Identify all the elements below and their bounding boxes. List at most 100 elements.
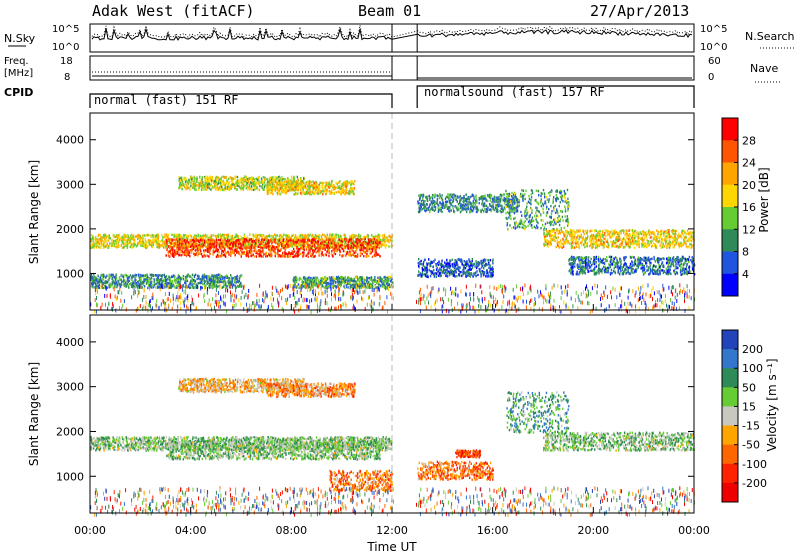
echo-cell bbox=[299, 240, 301, 243]
echo-cell bbox=[320, 191, 322, 194]
echo-cell bbox=[251, 254, 253, 258]
echo-cell bbox=[260, 246, 262, 249]
echo-cell bbox=[193, 278, 196, 282]
echo-cell bbox=[191, 186, 194, 189]
echo-cell bbox=[324, 248, 326, 251]
echo-cell bbox=[206, 238, 208, 241]
echo-cell bbox=[231, 181, 233, 184]
echo-cell bbox=[299, 238, 301, 241]
echo-cell bbox=[379, 245, 381, 248]
echo-cell bbox=[216, 183, 218, 186]
echo-cell bbox=[312, 252, 314, 255]
cpid-segment-2-label: normalsound (fast) 157 RF bbox=[424, 85, 605, 99]
echo-cell bbox=[280, 186, 283, 189]
echo-cell bbox=[197, 240, 200, 243]
echo-cell bbox=[226, 234, 229, 237]
echo-cell bbox=[281, 190, 283, 194]
echo-cell bbox=[275, 234, 277, 237]
echo-cell bbox=[349, 236, 351, 239]
echo-cell bbox=[230, 247, 233, 250]
echo-cell bbox=[150, 285, 152, 288]
echo-cell bbox=[214, 185, 216, 188]
echo-cell bbox=[206, 254, 208, 257]
echo-cell bbox=[182, 275, 185, 278]
echo-cell bbox=[275, 252, 277, 256]
echo-cell bbox=[264, 244, 266, 247]
echo-cell bbox=[338, 181, 340, 184]
echo-cell bbox=[360, 247, 363, 250]
echo-cell bbox=[228, 244, 230, 247]
echo-cell bbox=[223, 283, 225, 287]
echo-cell bbox=[264, 236, 266, 239]
echo-cell bbox=[271, 178, 273, 181]
echo-cell bbox=[348, 238, 350, 241]
echo-cell bbox=[303, 177, 305, 181]
echo-cell bbox=[301, 182, 303, 186]
echo-cell bbox=[120, 283, 122, 286]
echo-cell bbox=[286, 235, 289, 238]
echo-cell bbox=[355, 251, 357, 254]
echo-cell bbox=[299, 178, 302, 181]
echo-cell bbox=[202, 282, 204, 286]
echo-cell bbox=[104, 237, 106, 241]
echo-cell bbox=[284, 255, 286, 258]
echo-cell bbox=[368, 243, 371, 247]
echo-cell bbox=[243, 181, 245, 185]
echo-cell bbox=[222, 237, 224, 240]
echo-cell bbox=[289, 186, 291, 189]
echo-cell bbox=[345, 251, 348, 254]
echo-cell bbox=[183, 253, 185, 256]
echo-cell bbox=[354, 236, 356, 239]
echo-cell bbox=[213, 250, 216, 254]
echo-cell bbox=[326, 250, 328, 254]
echo-cell bbox=[271, 245, 274, 248]
echo-cell bbox=[350, 183, 352, 187]
echo-cell bbox=[233, 241, 236, 244]
echo-cell bbox=[192, 237, 195, 241]
echo-cell bbox=[282, 242, 284, 246]
echo-cell bbox=[222, 233, 224, 237]
echo-cell bbox=[350, 243, 352, 246]
echo-cell bbox=[318, 249, 320, 253]
echo-cell bbox=[274, 189, 276, 193]
echo-cell bbox=[211, 282, 214, 285]
echo-cell bbox=[311, 243, 313, 246]
echo-cell bbox=[197, 254, 199, 257]
echo-cell bbox=[93, 279, 95, 282]
echo-cell bbox=[307, 233, 309, 236]
echo-cell bbox=[226, 240, 228, 243]
echo-cell bbox=[311, 233, 314, 237]
echo-cell bbox=[326, 244, 328, 247]
echo-cell bbox=[122, 242, 124, 245]
echo-cell bbox=[257, 252, 259, 255]
echo-cell bbox=[271, 241, 273, 244]
echo-cell bbox=[289, 244, 291, 248]
echo-cell bbox=[237, 245, 239, 249]
echo-cell bbox=[265, 253, 268, 256]
echo-cell bbox=[272, 177, 274, 181]
echo-cell bbox=[342, 237, 344, 241]
echo-cell bbox=[259, 242, 262, 246]
echo-cell bbox=[234, 280, 237, 284]
echo-cell bbox=[258, 233, 260, 237]
echo-cell bbox=[92, 274, 95, 278]
echo-cell bbox=[134, 243, 137, 246]
echo-cell bbox=[117, 243, 120, 246]
echo-cell bbox=[389, 239, 391, 242]
echo-cell bbox=[229, 241, 232, 244]
echo-cell bbox=[235, 244, 237, 247]
echo-cell bbox=[329, 183, 331, 186]
echo-cell bbox=[95, 238, 97, 241]
echo-cell bbox=[316, 240, 319, 243]
echo-cell bbox=[340, 187, 342, 190]
echo-cell bbox=[317, 243, 320, 246]
echo-cell bbox=[230, 276, 233, 279]
echo-cell bbox=[157, 235, 160, 238]
echo-cell bbox=[180, 254, 183, 257]
echo-cell bbox=[218, 238, 220, 242]
echo-cell bbox=[173, 238, 175, 241]
echo-cell bbox=[101, 281, 103, 284]
echo-cell bbox=[108, 234, 110, 237]
echo-cell bbox=[238, 242, 241, 245]
echo-cell bbox=[196, 176, 198, 179]
